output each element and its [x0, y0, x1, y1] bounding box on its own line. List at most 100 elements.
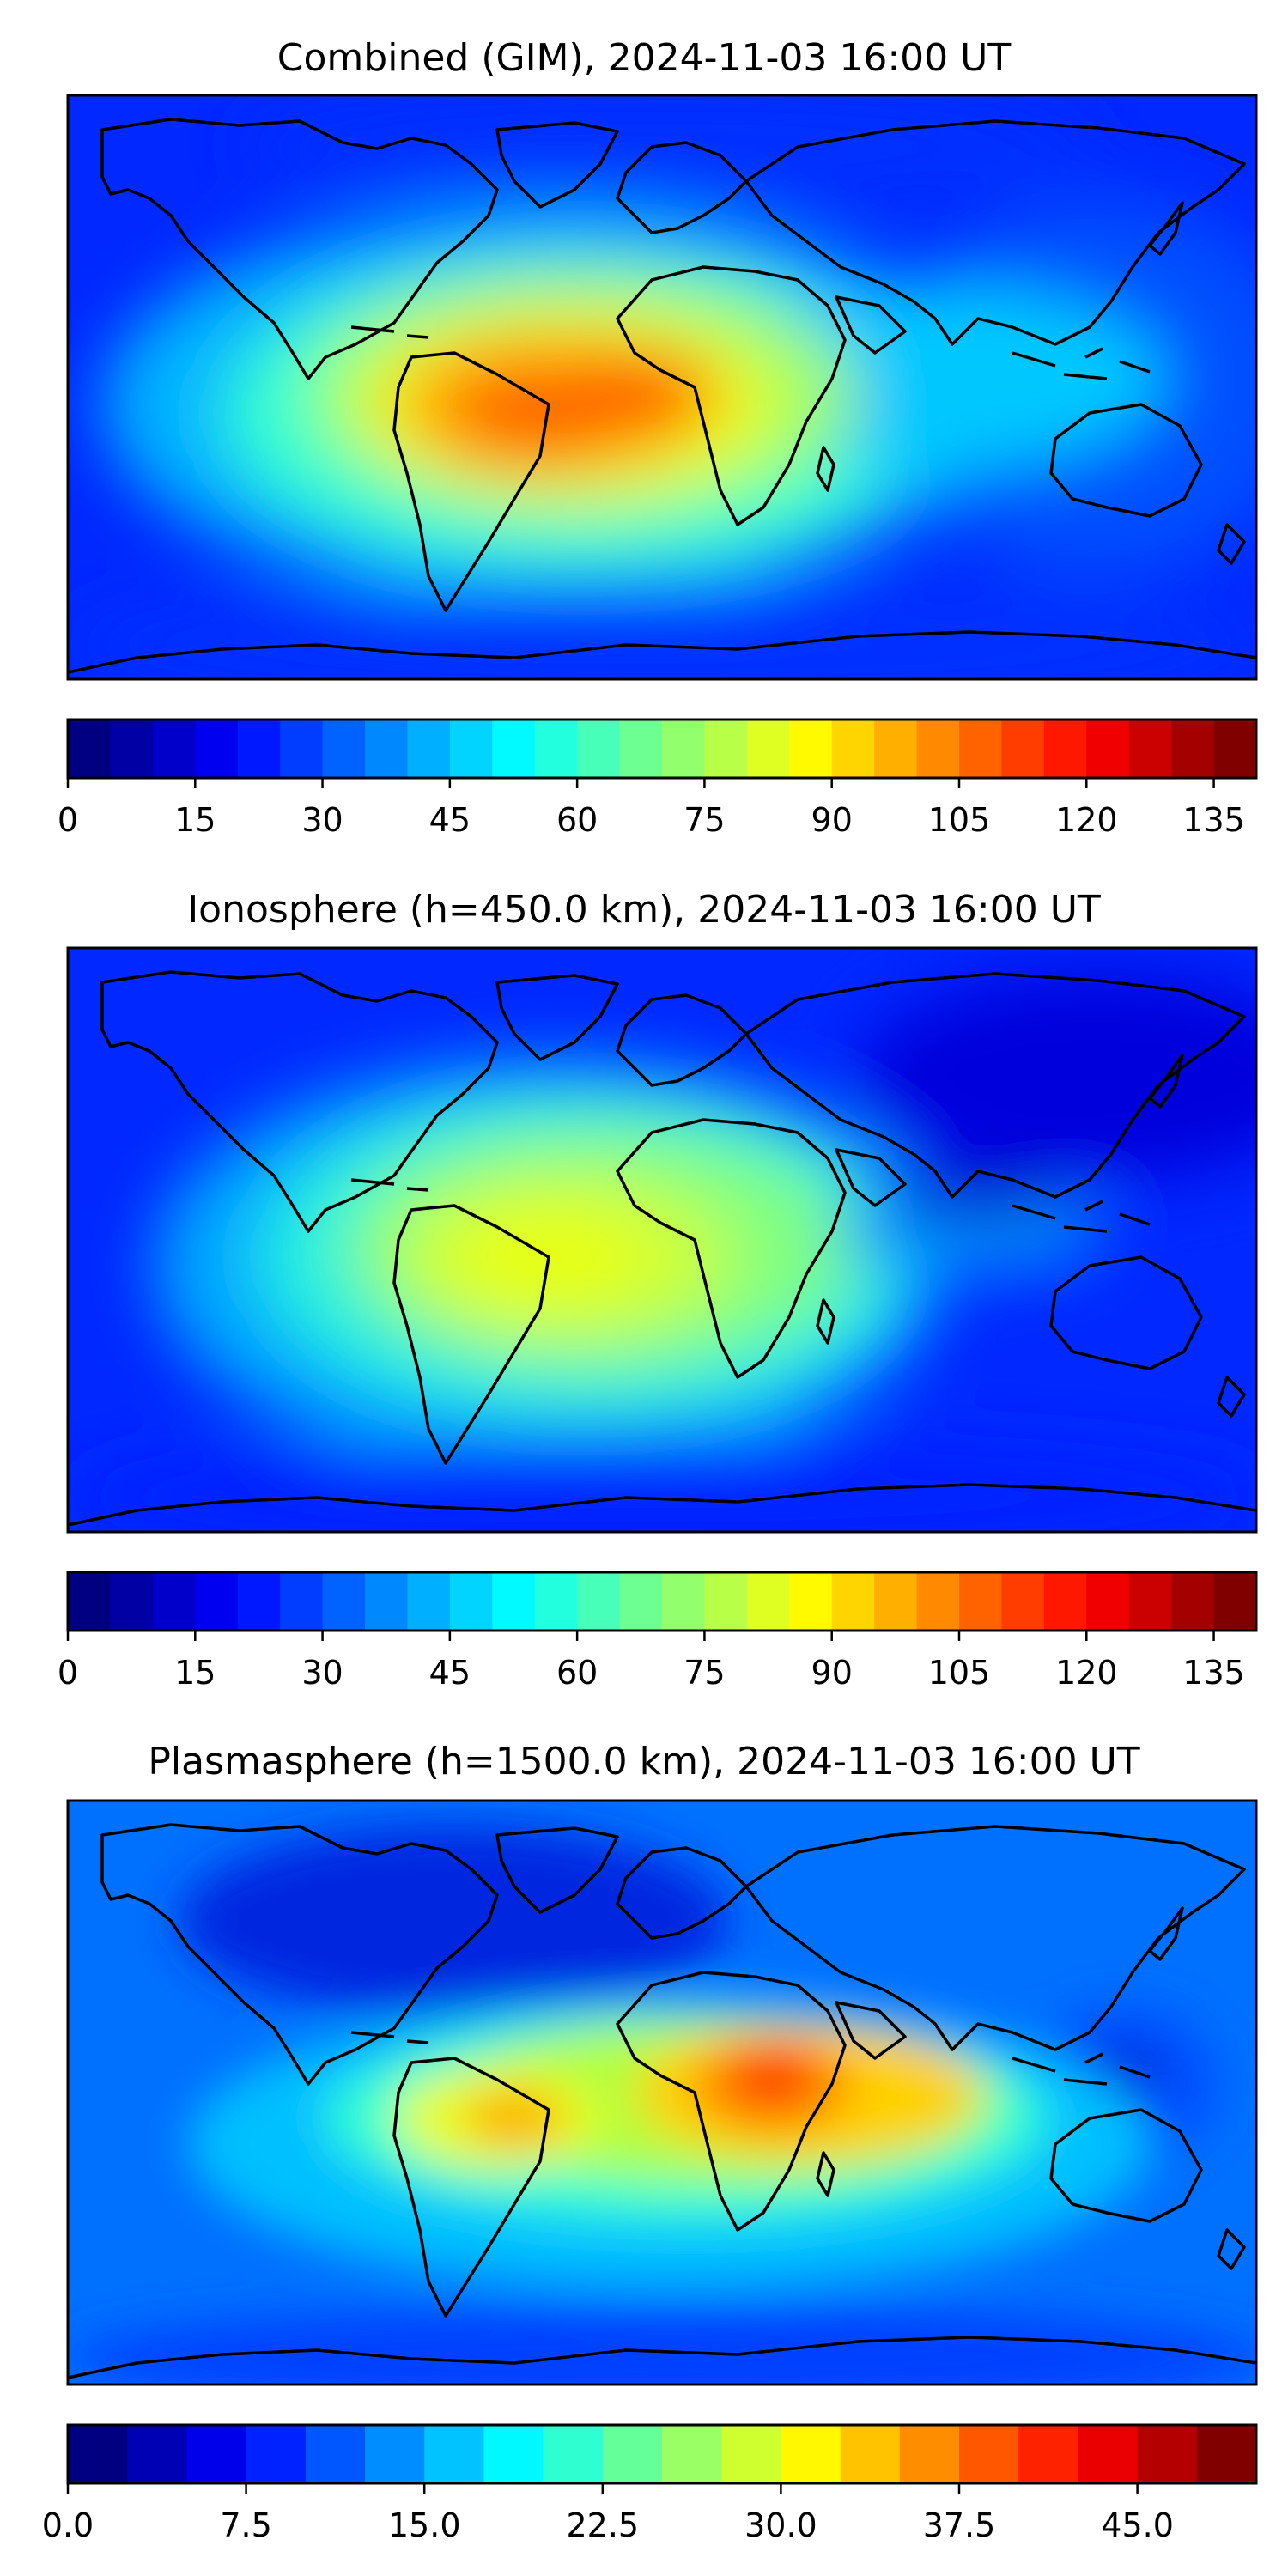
colorbar-ionosphere — [66, 1571, 1258, 1641]
colorbar-tick-label: 30 — [301, 801, 343, 839]
colorbar-swatch — [721, 2425, 781, 2483]
colorbar-swatch — [831, 720, 875, 778]
colorbar-swatch — [127, 2425, 187, 2483]
colorbar-swatch — [577, 720, 621, 778]
colorbar-swatch — [1171, 1572, 1215, 1631]
colorbar-swatch — [874, 1572, 918, 1631]
colorbar-tick-label: 105 — [927, 801, 991, 839]
colorbar-swatch — [305, 2425, 366, 2483]
colorbar-plasmasphere — [66, 2423, 1258, 2494]
colorbar-swatch — [246, 2425, 307, 2483]
colorbar-swatch — [602, 2425, 663, 2483]
colorbar-swatch — [916, 720, 960, 778]
colorbar-swatch — [1213, 1572, 1257, 1631]
colorbar-swatch — [746, 1572, 790, 1631]
colorbar-tick-label: 15.0 — [387, 2506, 461, 2544]
map-ionosphere — [66, 946, 1258, 1534]
colorbar-swatch — [1018, 2425, 1078, 2483]
colorbar-swatch — [1128, 1572, 1172, 1631]
colorbar-swatch — [1043, 720, 1087, 778]
colorbar-swatch — [195, 1572, 239, 1631]
colorbar-swatch — [1086, 1572, 1130, 1631]
colorbar-swatch — [492, 720, 536, 778]
colorbar-swatch — [110, 1572, 154, 1631]
colorbar-tick-label: 0 — [57, 1654, 79, 1692]
colorbar-swatch — [662, 1572, 706, 1631]
colorbar-swatch — [365, 1572, 409, 1631]
colorbar-swatch — [237, 720, 281, 778]
colorbar-swatch — [424, 2425, 484, 2483]
colorbar-swatch — [874, 720, 918, 778]
colorbar-tick-label: 105 — [927, 1654, 991, 1692]
colorbar-tick-label: 37.5 — [922, 2506, 996, 2544]
colorbar-tick-label: 45 — [428, 1654, 471, 1692]
colorbar-swatch — [483, 2425, 544, 2483]
colorbar-swatch — [237, 1572, 281, 1631]
colorbar-tick-label: 45.0 — [1101, 2506, 1174, 2544]
colorbar-swatch — [280, 1572, 324, 1631]
colorbar-swatch — [152, 720, 196, 778]
colorbar-swatch — [662, 720, 706, 778]
colorbar-swatch — [1137, 2425, 1198, 2483]
colorbar-tick-label: 45 — [428, 801, 471, 839]
colorbar-swatch — [186, 2425, 247, 2483]
colorbar-tick-label: 0.0 — [41, 2506, 94, 2544]
map-frame — [66, 1799, 1258, 2386]
colorbar-swatch — [789, 1572, 833, 1631]
colorbar-swatch — [280, 720, 324, 778]
map-frame — [66, 94, 1258, 681]
colorbar-swatch — [449, 720, 493, 778]
colorbar-tick-label: 30 — [301, 1654, 343, 1692]
map-combined — [66, 94, 1258, 681]
colorbar-swatch — [1086, 720, 1130, 778]
colorbar-swatch — [1196, 2425, 1257, 2483]
colorbar-swatch — [110, 720, 154, 778]
colorbar-swatch — [619, 1572, 663, 1631]
colorbar-swatch — [68, 1572, 112, 1631]
colorbar-tick-label: 60 — [556, 801, 598, 839]
colorbar-swatch — [746, 720, 790, 778]
colorbar-swatch — [152, 1572, 196, 1631]
colorbar-tick-label: 120 — [1055, 1654, 1118, 1692]
colorbar-frame — [66, 2423, 1258, 2485]
colorbar-swatch — [577, 1572, 621, 1631]
colorbar-tick-label: 15 — [174, 801, 216, 839]
colorbar-swatch — [322, 720, 366, 778]
colorbar-frame — [66, 718, 1258, 780]
colorbar-tick-label: 60 — [556, 1654, 598, 1692]
colorbar-swatch — [959, 1572, 1003, 1631]
colorbar-tick-label: 0 — [57, 801, 79, 839]
colorbar-swatch — [1213, 720, 1257, 778]
colorbar-swatch — [916, 1572, 960, 1631]
map-plasmasphere — [66, 1799, 1258, 2386]
colorbar-swatch — [1171, 720, 1215, 778]
colorbar-swatch — [492, 1572, 536, 1631]
map-frame — [66, 946, 1258, 1534]
colorbar-tick-label: 30.0 — [744, 2506, 817, 2544]
colorbar-swatch — [534, 1572, 578, 1631]
panel-title-plasmasphere: Plasmasphere (h=1500.0 km), 2024-11-03 1… — [148, 1740, 1140, 1783]
colorbar-swatch — [831, 1572, 875, 1631]
colorbar-tick-label: 90 — [811, 1654, 853, 1692]
colorbar-swatch — [781, 2425, 841, 2483]
colorbar-swatch — [407, 720, 451, 778]
colorbar-swatch — [1128, 720, 1172, 778]
colorbar-swatch — [959, 720, 1003, 778]
colorbar-swatch — [1001, 720, 1045, 778]
colorbar-swatch — [322, 1572, 366, 1631]
colorbar-tick-label: 7.5 — [220, 2506, 272, 2544]
colorbar-swatch — [1078, 2425, 1139, 2483]
colorbar-tick-label: 75 — [683, 1654, 726, 1692]
colorbar-swatch — [407, 1572, 451, 1631]
colorbar-swatch — [195, 720, 239, 778]
colorbar-frame — [66, 1571, 1258, 1632]
colorbar-swatch — [662, 2425, 722, 2483]
colorbar-swatch — [365, 720, 409, 778]
panel-title-combined: Combined (GIM), 2024-11-03 16:00 UT — [276, 36, 1012, 80]
colorbar-swatch — [365, 2425, 425, 2483]
colorbar-swatch — [704, 720, 748, 778]
colorbar-combined — [66, 718, 1258, 788]
colorbar-swatch — [543, 2425, 604, 2483]
colorbar-swatch — [534, 720, 578, 778]
